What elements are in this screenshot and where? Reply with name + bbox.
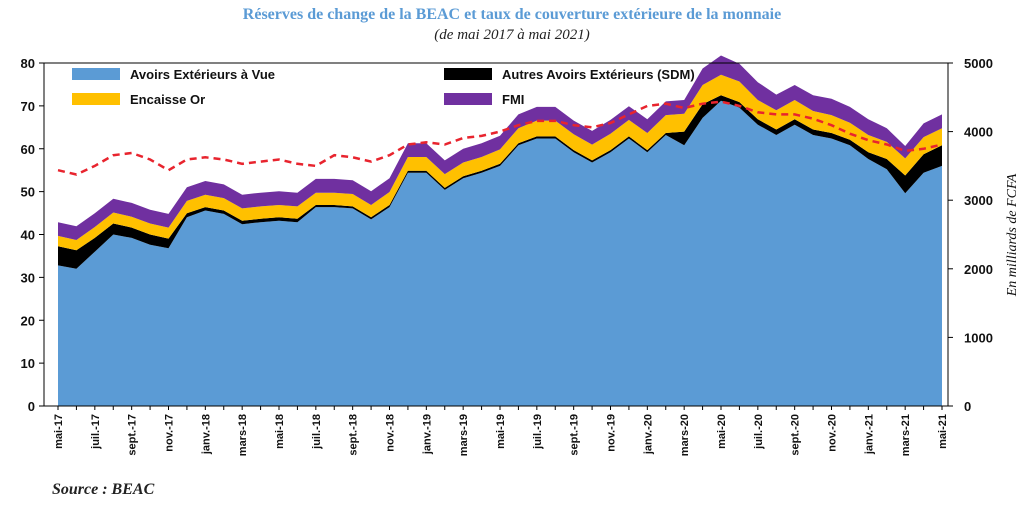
left-tick-label: 70 — [21, 99, 35, 114]
right-tick-label: 0 — [964, 399, 971, 414]
left-tick-label: 10 — [21, 356, 35, 371]
x-tick-label: nov.-18 — [385, 414, 397, 452]
legend-swatch-encaisse-or — [72, 93, 120, 105]
left-tick-label: 60 — [21, 142, 35, 157]
x-tick-label: sept.-17 — [127, 414, 139, 456]
x-tick-label: mars-20 — [679, 414, 691, 456]
x-tick-label: mars-18 — [237, 414, 249, 456]
x-tick-label: juil.-17 — [90, 414, 102, 450]
right-tick-label: 4000 — [964, 125, 993, 140]
x-tick-label: nov.-17 — [164, 414, 176, 452]
x-tick-label: juil.-18 — [311, 414, 323, 450]
right-tick-label: 3000 — [964, 193, 993, 208]
x-tick-label: sept.-20 — [790, 414, 802, 456]
x-tick-label: juil.-19 — [532, 414, 544, 450]
left-tick-label: 30 — [21, 270, 35, 285]
x-tick-label: nov.-19 — [606, 414, 618, 452]
x-tick-label: janv.-20 — [642, 414, 654, 455]
x-tick-label: mai-18 — [274, 414, 286, 449]
right-axis: 0 1000 2000 3000 4000 5000 — [948, 56, 993, 414]
left-tick-label: 80 — [21, 56, 35, 71]
x-tick-label: mai-20 — [716, 414, 728, 449]
legend-swatch-autres-avoirs — [444, 68, 492, 80]
coverage-rate-line — [57, 100, 943, 176]
legend-swatch-avoirs-vue — [72, 68, 120, 80]
area-fmi — [58, 55, 942, 240]
x-tick-label: mai-19 — [495, 414, 507, 449]
area-avoirs-exterieurs-a-vue — [58, 100, 942, 406]
area-encaisse-or — [58, 74, 942, 251]
left-tick-label: 0 — [28, 399, 35, 414]
x-tick-label: janv.-19 — [421, 414, 433, 455]
x-tick-label: mai-21 — [937, 414, 949, 449]
chart-subtitle: (de mai 2017 à mai 2021) — [434, 27, 590, 43]
right-tick-label: 5000 — [964, 56, 993, 71]
legend-label-fmi: FMI — [502, 92, 524, 107]
left-tick-label: 40 — [21, 228, 35, 243]
x-tick-label: juil.-20 — [753, 414, 765, 450]
legend-label-autres-avoirs: Autres Avoirs Extérieurs (SDM) — [502, 67, 695, 82]
x-axis: mai-17 juil.-17 sept.-17 nov.-17 janv.-18 mar… — [53, 406, 949, 456]
x-tick-label: nov.-20 — [827, 414, 839, 452]
x-tick-label: mars-21 — [900, 414, 912, 456]
right-axis-label: En milliards de FCFA — [1005, 173, 1020, 297]
x-tick-label: janv.-21 — [863, 414, 875, 455]
x-tick-label: sept.-19 — [569, 414, 581, 456]
x-tick-label: sept.-18 — [348, 414, 360, 456]
left-tick-label: 20 — [21, 313, 35, 328]
legend-swatch-fmi — [444, 93, 492, 105]
x-tick-label: mai-17 — [53, 414, 65, 449]
source-note: Source : BEAC — [52, 481, 155, 498]
x-tick-label: janv.-18 — [200, 414, 212, 455]
coverage-line-group — [57, 100, 943, 176]
left-axis: 0 10 20 30 40 50 60 70 80 — [21, 56, 44, 414]
stacked-areas — [58, 55, 942, 406]
x-tick-label: mars-19 — [458, 414, 470, 456]
legend: Avoirs Extérieurs à Vue Encaisse Or Autr… — [72, 67, 695, 107]
right-tick-label: 2000 — [964, 262, 993, 277]
legend-label-encaisse-or: Encaisse Or — [130, 92, 205, 107]
right-tick-label: 1000 — [964, 330, 993, 345]
legend-label-avoirs-vue: Avoirs Extérieurs à Vue — [130, 67, 275, 82]
left-tick-label: 50 — [21, 185, 35, 200]
chart-title: Réserves de change de la BEAC et taux de… — [242, 6, 782, 23]
